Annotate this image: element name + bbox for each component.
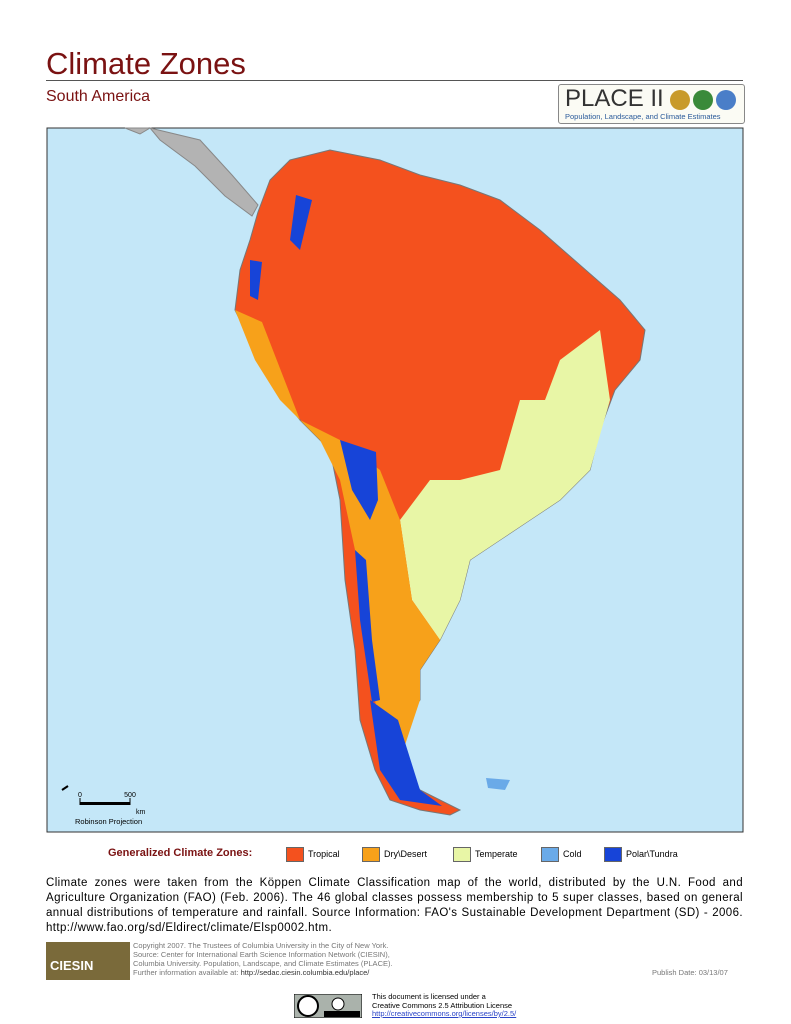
scale-bar-rect [80,802,130,805]
legend-swatch [286,847,304,862]
legend-label: Tropical [308,849,340,859]
ciesin-name: CIESIN [50,958,94,973]
credit-line: Source: Center for International Earth S… [133,950,390,959]
scale-label: 0 [78,792,82,799]
logo: PLACE II Population, Landscape, and Clim… [558,84,745,124]
license-line: This document is licensed under a [372,992,486,1001]
logo-name: PLACE II [565,85,664,112]
rule [46,80,743,81]
legend-swatch [604,847,622,862]
credit-line: Copyright 2007. The Trustees of Columbia… [133,941,389,950]
zone-dry [235,310,440,760]
legend-label: Dry\Desert [384,849,428,859]
credit-line: Columbia University. Population, Landsca… [133,959,393,968]
license-line: Creative Commons 2.5 Attribution License [372,1000,513,1010]
central-america [124,127,259,217]
north-mark [61,785,69,791]
projection: Robinson Projection [75,817,142,826]
title: Climate Zones [46,46,246,81]
ciesin-logo: CIESIN [46,942,130,980]
legend-title: Generalized Climate Zones: [108,847,253,859]
credit-url: http://sedac.ciesin.columbia.edu/place/ [240,968,370,977]
legend-label: Cold [563,849,582,859]
map [46,127,744,833]
credits: Copyright 2007. The Trustees of Columbia… [133,941,393,977]
legend-swatch [362,847,380,862]
subtitle: South America [46,88,151,105]
logo-tagline: Population, Landscape, and Climate Estim… [565,112,721,121]
legend-swatch [541,847,559,862]
license-line: http://creativecommons.org/licenses/by/2… [372,1009,517,1018]
zone-cold [486,778,510,790]
logo-icons [670,90,736,110]
scale-unit: km [136,809,146,816]
zone-temperate [400,330,610,640]
description: Climate zones were taken from the Köppen… [46,877,743,934]
publish-date: Publish Date: 03/13/07 [652,968,728,977]
license: This document is licensed under a Creativ… [372,992,517,1019]
scale-label: 500 [124,792,136,799]
legend-label: Temperate [475,849,518,859]
legend-label: Polar\Tundra [626,849,678,859]
legend-swatch [453,847,471,862]
credit-line: Further information available at: http:/… [133,968,370,977]
cc-badge [294,994,362,1018]
